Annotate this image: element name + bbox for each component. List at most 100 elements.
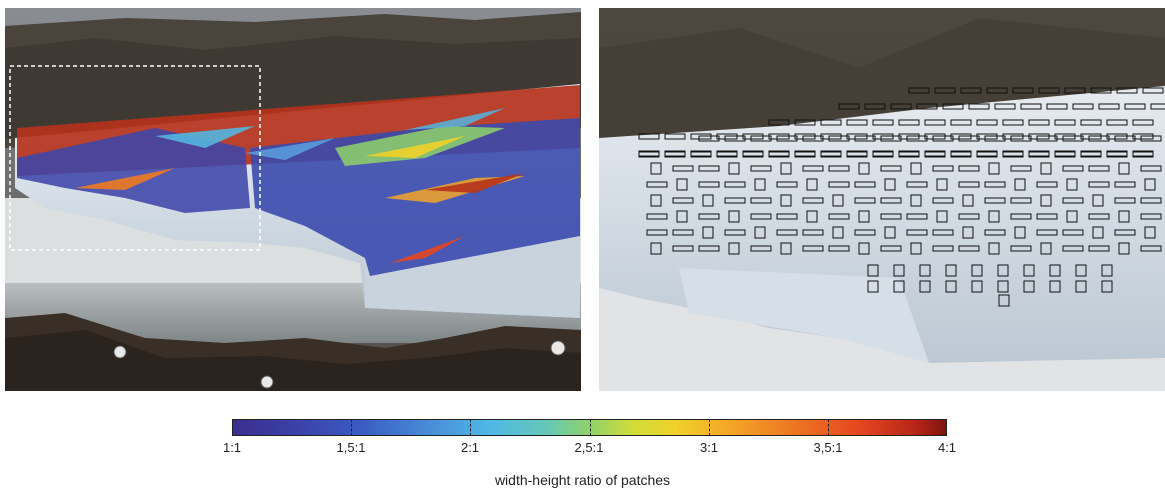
patch-box <box>1116 87 1138 94</box>
patch-box <box>854 181 876 188</box>
patch-box <box>858 210 870 223</box>
patch-box <box>1062 165 1084 172</box>
patch-box <box>1088 245 1110 252</box>
patch-box <box>898 119 920 126</box>
patch-box <box>1140 213 1162 220</box>
patch-box <box>672 165 694 172</box>
patch-box <box>1036 229 1058 236</box>
patch-box <box>884 178 896 191</box>
patch-box <box>1090 87 1112 94</box>
patch-box <box>1092 194 1104 207</box>
patch-box <box>768 119 790 126</box>
patch-box <box>750 245 772 252</box>
patch-box <box>1023 280 1035 293</box>
patch-box <box>872 119 894 126</box>
patch-box <box>776 213 798 220</box>
patch-box <box>1049 280 1061 293</box>
patch-box <box>924 150 946 157</box>
patch-box <box>1028 150 1050 157</box>
patch-box <box>950 119 972 126</box>
patch-box <box>646 213 668 220</box>
patch-box <box>924 133 946 140</box>
patch-box <box>728 210 740 223</box>
patch-box <box>932 165 954 172</box>
patch-box <box>997 280 1009 293</box>
colorbar <box>232 419 947 436</box>
patch-box <box>1106 150 1128 157</box>
patch-box <box>750 197 772 204</box>
patch-box <box>1101 280 1113 293</box>
patch-box <box>780 162 792 175</box>
patch-box <box>945 280 957 293</box>
patch-box <box>936 210 948 223</box>
patch-box <box>958 245 980 252</box>
patch-box <box>1118 242 1130 255</box>
patch-box <box>676 178 688 191</box>
patch-box <box>768 150 790 157</box>
patch-box <box>898 150 920 157</box>
patch-box <box>1132 133 1154 140</box>
patch-box <box>1038 87 1060 94</box>
patch-box <box>986 87 1008 94</box>
patch-box <box>750 213 772 220</box>
patch-box <box>1132 150 1154 157</box>
patch-box <box>802 165 824 172</box>
patch-box <box>820 150 842 157</box>
patch-box <box>672 197 694 204</box>
patch-box <box>802 229 824 236</box>
glacier-overlay-image <box>5 8 581 391</box>
colorbar-tick-label: 4:1 <box>937 440 957 455</box>
patch-box <box>832 194 844 207</box>
patch-box <box>638 133 660 140</box>
patch-box <box>828 213 850 220</box>
patch-box <box>650 242 662 255</box>
patch-box <box>780 194 792 207</box>
patch-box <box>910 194 922 207</box>
patch-box <box>1040 162 1052 175</box>
patch-box <box>1142 87 1164 94</box>
patch-box <box>1049 264 1061 277</box>
patch-box <box>780 242 792 255</box>
patch-box <box>728 242 740 255</box>
patch-box <box>984 229 1006 236</box>
patch-box <box>1046 103 1068 110</box>
patch-box <box>802 197 824 204</box>
patch-box <box>1002 150 1024 157</box>
patch-box <box>698 245 720 252</box>
patch-box <box>942 103 964 110</box>
patch-box <box>716 150 738 157</box>
patch-box <box>858 242 870 255</box>
patch-box <box>932 245 954 252</box>
colorbar-tick <box>589 419 591 436</box>
patch-box <box>1114 197 1136 204</box>
patch-box <box>988 210 1000 223</box>
patch-box <box>698 165 720 172</box>
patch-box <box>1014 226 1026 239</box>
patch-box <box>1106 119 1128 126</box>
patch-box <box>1010 213 1032 220</box>
patch-box <box>1062 197 1084 204</box>
patch-box <box>1036 213 1058 220</box>
patch-box <box>1080 119 1102 126</box>
patch-box <box>672 245 694 252</box>
patch-box <box>906 229 928 236</box>
patch-box <box>846 150 868 157</box>
patch-box <box>1020 103 1042 110</box>
patch-box <box>1140 165 1162 172</box>
glacier-patches-svg <box>599 8 1165 391</box>
patch-box <box>958 165 980 172</box>
patch-box <box>988 162 1000 175</box>
colorbar-tick <box>827 419 829 436</box>
patch-box <box>672 229 694 236</box>
patch-box <box>1106 133 1128 140</box>
patch-box <box>960 87 982 94</box>
colorbar-tick-label: 1:1 <box>222 440 242 455</box>
patch-box <box>916 103 938 110</box>
patch-box <box>724 229 746 236</box>
patch-box <box>702 226 714 239</box>
patch-box <box>724 197 746 204</box>
glacier-patches-image <box>599 8 1165 391</box>
patch-rectangles <box>638 87 1165 307</box>
patch-box <box>646 229 668 236</box>
patch-box <box>728 162 740 175</box>
